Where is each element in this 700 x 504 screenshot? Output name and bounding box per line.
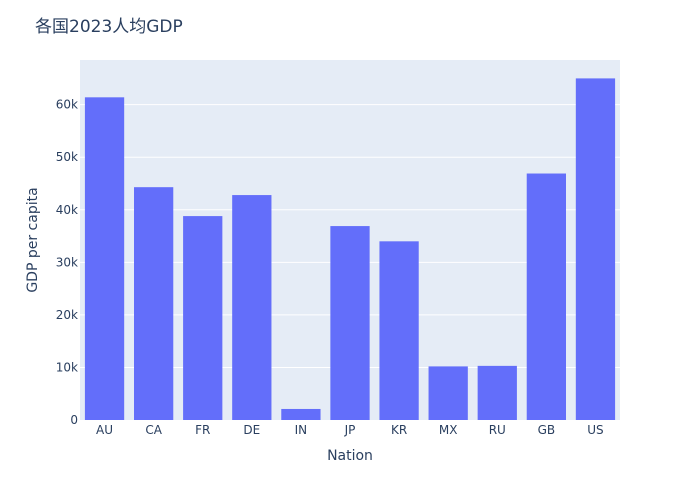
x-tick-label: DE [243, 423, 260, 437]
y-tick-label: 20k [56, 308, 78, 322]
bar-au[interactable] [84, 97, 125, 420]
y-axis-ticks: 0 10k 20k 30k 40k 50k 60k [56, 98, 78, 427]
y-tick-label: 50k [56, 150, 78, 164]
x-axis-ticks: AU CA FR DE IN JP KR MX RU GB US [96, 423, 604, 437]
x-tick-label: FR [195, 423, 210, 437]
bar-us[interactable] [575, 78, 616, 420]
y-tick-label: 40k [56, 203, 78, 217]
x-tick-label: MX [439, 423, 458, 437]
bar-mx[interactable] [428, 366, 468, 420]
y-axis-title: GDP per capita [25, 187, 41, 292]
x-tick-label: KR [391, 423, 407, 437]
y-tick-label: 10k [56, 360, 78, 374]
y-tick-label: 60k [56, 98, 78, 112]
x-axis-title: Nation [327, 448, 373, 464]
x-tick-label: JP [344, 423, 356, 437]
x-tick-label: RU [489, 423, 506, 437]
bars [84, 78, 616, 420]
x-tick-label: CA [145, 423, 162, 437]
x-tick-label: AU [96, 423, 113, 437]
y-tick-label: 30k [56, 255, 78, 269]
x-tick-label: IN [295, 423, 308, 437]
bar-ca[interactable] [134, 187, 174, 420]
bar-fr[interactable] [183, 216, 223, 420]
chart-title: 各国2023人均GDP [35, 17, 183, 37]
bar-de[interactable] [232, 195, 272, 420]
bar-jp[interactable] [330, 226, 370, 420]
y-tick-label: 0 [70, 413, 78, 427]
bar-kr[interactable] [379, 241, 419, 420]
x-tick-label: US [587, 423, 603, 437]
bar-ru[interactable] [477, 365, 517, 420]
bar-gb[interactable] [526, 173, 566, 420]
x-tick-label: GB [538, 423, 556, 437]
bar-in[interactable] [281, 408, 321, 420]
